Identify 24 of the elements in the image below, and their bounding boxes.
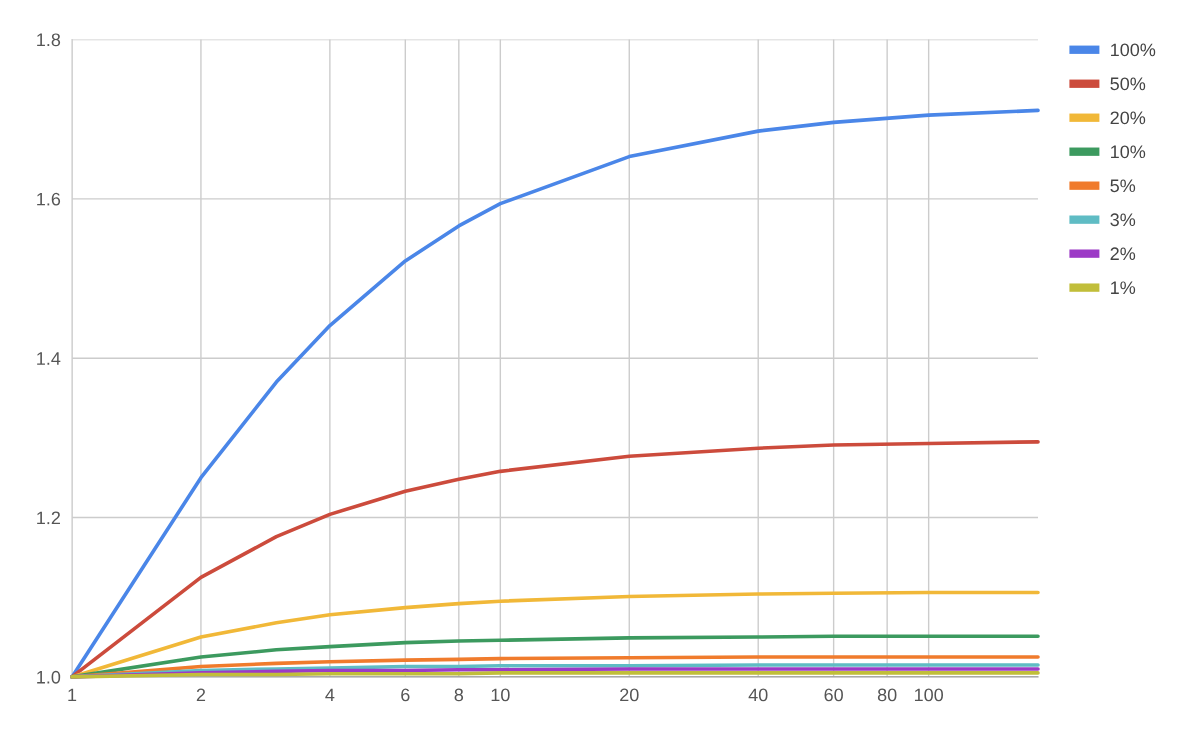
y-tick-label: 1.0 (37, 670, 61, 684)
y-tick-label: 1.2 (37, 511, 60, 525)
x-tick-label: 4 (325, 688, 335, 702)
y-tick-label: 1.6 (37, 192, 61, 206)
x-tick-label: 60 (824, 688, 843, 702)
legend-label: 5% (1110, 179, 1136, 193)
x-tick-label: 6 (401, 688, 410, 702)
x-tick-label: 8 (454, 688, 464, 702)
legend-label: 2% (1110, 247, 1136, 261)
legend-label: 10% (1111, 145, 1146, 159)
x-tick-label: 2 (196, 688, 206, 702)
legend-label: 1% (1111, 281, 1136, 295)
x-tick-label: 40 (748, 688, 768, 702)
x-tick-label: 20 (620, 688, 639, 702)
legend-label: 3% (1110, 213, 1136, 227)
legend-label: 20% (1110, 111, 1146, 125)
x-tick-label: 1 (68, 688, 77, 702)
x-tick-label: 10 (491, 688, 510, 702)
x-tick-label: 80 (877, 688, 897, 702)
x-tick-label: 100 (914, 688, 944, 702)
legend-label: 50% (1110, 77, 1146, 91)
y-tick-label: 1.8 (37, 33, 61, 47)
y-tick-label: 1.4 (37, 352, 61, 365)
legend-label: 100% (1111, 43, 1156, 57)
